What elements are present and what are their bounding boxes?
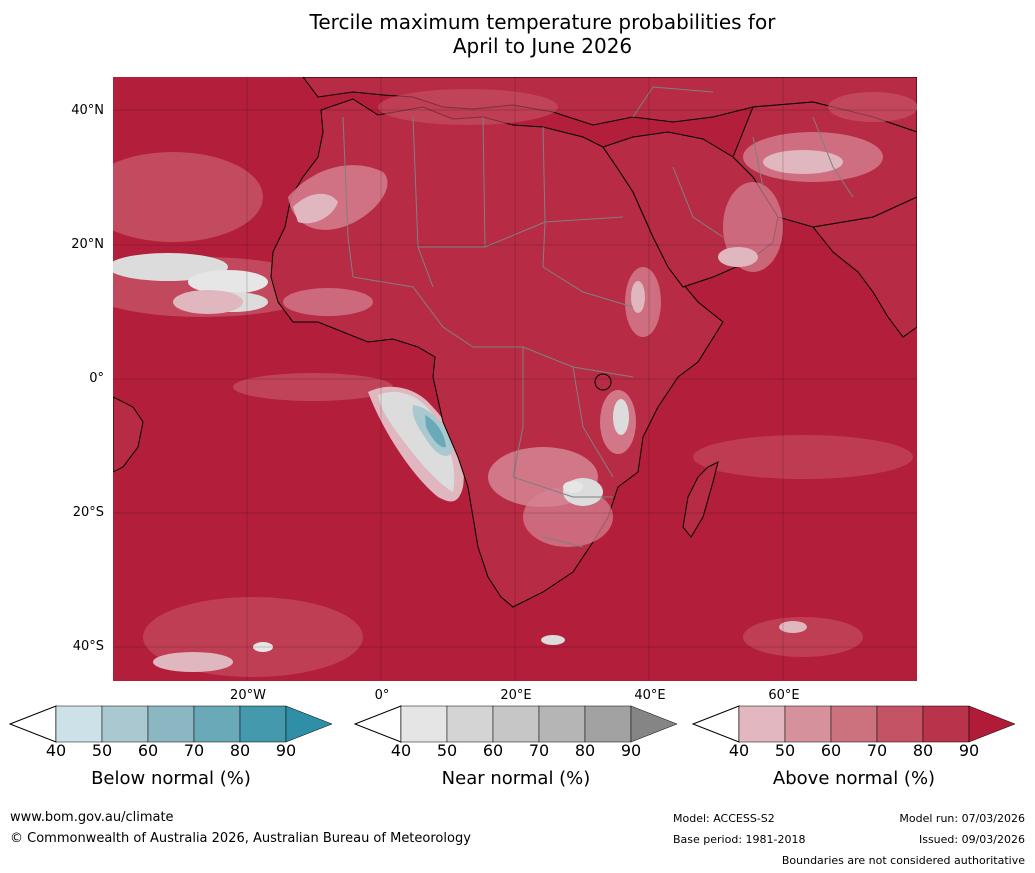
title-line-2: April to June 2026 [452,34,633,58]
legend-above-swatch [876,705,924,743]
legend-near-normal [353,705,678,743]
legend-above-normal [691,705,1016,743]
legend-below-tick: 50 [91,741,113,760]
lon-label-40e: 40°E [634,688,666,703]
legend-below-tick: 70 [183,741,205,760]
footer-url[interactable]: www.bom.gov.au/climate [10,810,174,825]
legend-below-swatch [193,705,241,743]
benguela-patch [368,386,464,502]
probability-map [113,77,917,681]
legend-near-tick: 40 [390,741,412,760]
land-patches [283,89,917,547]
legend-near-swatch [630,705,678,743]
legend-above-swatch [738,705,786,743]
lat-label-40s: 40°S [72,639,104,654]
map-canvas [113,77,917,681]
lon-label-20e: 20°E [500,688,532,703]
legend-near-tick: 50 [436,741,458,760]
legend-above-swatch [968,705,1016,743]
lat-label-20n: 20°N [71,237,104,252]
legend-near-swatch [446,705,494,743]
legend-near-tick: 70 [528,741,550,760]
legend-above-tick: 70 [866,741,888,760]
legend-near-tick: 80 [574,741,596,760]
legend-near-swatch [400,705,448,743]
footer-base-period: Base period: 1981-2018 [673,833,806,846]
legend-bar-below [8,705,333,743]
footer-model: Model: ACCESS-S2 [673,812,775,825]
lat-label-40n: 40°N [71,103,104,118]
lon-label-20w: 20°W [230,688,266,703]
legend-above-swatch [922,705,970,743]
lat-label-20s: 20°S [72,505,104,520]
country-borders [342,86,854,548]
legend-near-title: Near normal (%) [441,768,591,789]
footer-issued: Issued: 09/03/2026 [918,833,1025,846]
legend-near-tick: 90 [620,741,642,760]
map-title: Tercile maximum temperature probabilitie… [0,10,1035,58]
south-america-land [113,396,144,473]
footer-boundaries: Boundaries are not considered authoritat… [781,854,1025,867]
legend-below-swatch [101,705,149,743]
land-masses [113,77,917,608]
legend-below-normal [8,705,333,743]
title-line-1: Tercile maximum temperature probabilitie… [309,10,776,34]
lat-label-0: 0° [89,371,104,386]
footer-copyright: © Commonwealth of Australia 2026, Austra… [10,831,471,846]
legend-near-tick: 60 [482,741,504,760]
graticule [113,77,917,681]
footer-model-run: Model run: 07/03/2026 [899,812,1025,825]
legend-above-tick: 60 [820,741,842,760]
lon-label-60e: 60°E [768,688,800,703]
legend-bar-near [353,705,678,743]
legend-below-title: Below normal (%) [91,768,251,789]
legend-above-tick: 40 [728,741,750,760]
legend-below-swatch [239,705,287,743]
legend-above-title: Above normal (%) [772,768,936,789]
legend-above-swatch [784,705,832,743]
legend-above-tick: 80 [912,741,934,760]
ocean-patches [113,152,913,677]
legend-near-swatch [538,705,586,743]
legend-below-swatch [285,705,333,743]
lon-label-0: 0° [374,688,390,703]
madagascar-land [682,461,719,538]
legend-below-swatch [147,705,195,743]
africa-land [270,98,724,608]
legend-bar-above [691,705,1016,743]
legend-near-swatch [584,705,632,743]
legend-below-swatch [55,705,103,743]
legend-below-tick: 60 [137,741,159,760]
legend-above-tick: 90 [958,741,980,760]
legend-below-tick: 40 [45,741,67,760]
legend-below-tick: 80 [229,741,251,760]
legend-above-swatch [830,705,878,743]
legend-above-tick: 50 [774,741,796,760]
legend-below-tick: 90 [275,741,297,760]
legend-near-swatch [492,705,540,743]
lake-victoria [594,373,612,391]
